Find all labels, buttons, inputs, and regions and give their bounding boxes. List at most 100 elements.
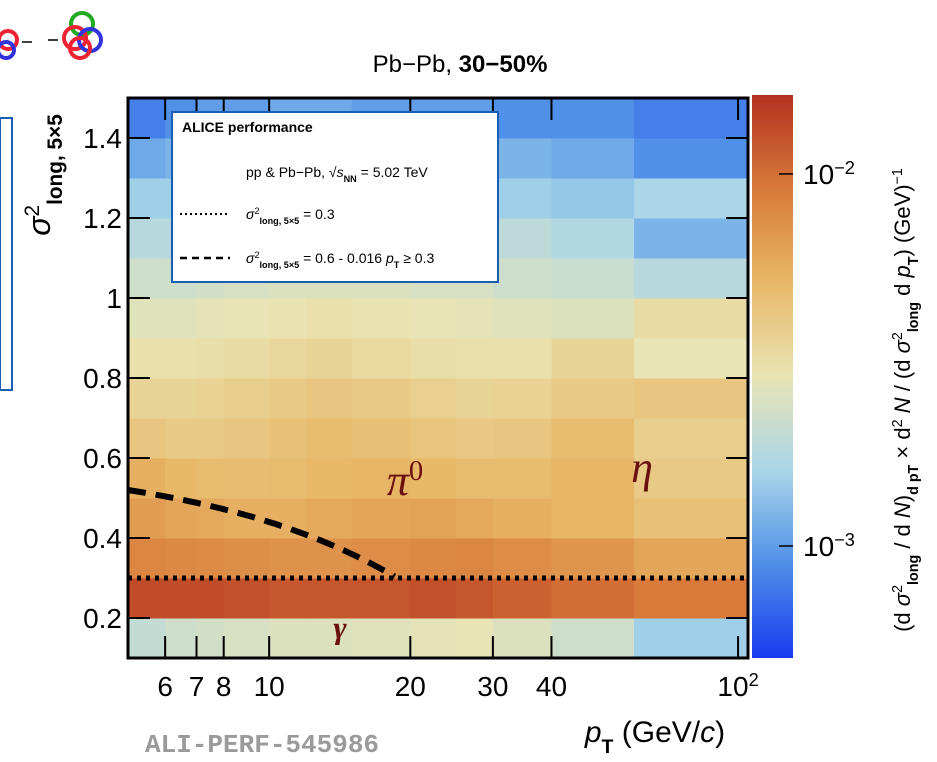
heatmap-cell bbox=[410, 618, 457, 659]
heatmap-cell bbox=[551, 298, 635, 339]
heatmap-cell bbox=[306, 418, 353, 459]
legend-entry-part: long, 5×5 bbox=[260, 216, 300, 226]
heatmap-cell bbox=[551, 98, 635, 139]
heatmap-cell bbox=[455, 498, 494, 539]
y-tick-label: 1.2 bbox=[83, 203, 122, 234]
heatmap-cell bbox=[269, 338, 307, 379]
x-axis-label-part: c bbox=[700, 716, 715, 749]
heatmap-cell bbox=[455, 578, 494, 619]
z-axis-label-part: σ bbox=[890, 339, 915, 353]
heatmap-cell bbox=[551, 178, 635, 219]
z-axis-label-part: −1 bbox=[890, 168, 906, 184]
heatmap-cell bbox=[634, 178, 749, 219]
colorbar bbox=[752, 95, 793, 658]
heatmap-cell bbox=[128, 218, 166, 259]
heatmap-cell bbox=[351, 458, 411, 499]
heatmap-cell bbox=[492, 298, 552, 339]
heatmap-cell bbox=[634, 538, 749, 579]
legend-system-part: = 5.02 TeV bbox=[357, 164, 429, 180]
heatmap-cell bbox=[551, 498, 635, 539]
heatmap-cell bbox=[165, 458, 198, 499]
x-axis-label-part: ) bbox=[715, 716, 725, 749]
heatmap-cell bbox=[551, 618, 635, 659]
legend-system-part: pp & Pb−Pb, bbox=[246, 164, 329, 180]
chart-title: Pb−Pb, 30−50% bbox=[373, 51, 548, 78]
heatmap-cell bbox=[634, 138, 749, 179]
heatmap-cell bbox=[455, 418, 494, 459]
annotation-part: η bbox=[631, 443, 653, 492]
y-tick-label: 0.2 bbox=[83, 603, 122, 634]
z-axis-label-part: ) bbox=[890, 495, 915, 502]
heatmap-cell bbox=[351, 538, 411, 579]
heatmap-cell bbox=[196, 418, 225, 459]
x-axis-label-part: (GeV/ bbox=[613, 716, 700, 749]
x-tick-label-base: 10 bbox=[717, 671, 748, 702]
z-axis-label-part: T bbox=[906, 256, 922, 265]
x-tick-label: 102 bbox=[717, 670, 758, 702]
heatmap-cell bbox=[196, 578, 225, 619]
heatmap-cell bbox=[165, 338, 198, 379]
heatmap-cell bbox=[492, 338, 552, 379]
heatmap-cell bbox=[128, 298, 166, 339]
z-tick-label-base: 10 bbox=[803, 159, 834, 190]
heatmap-cell bbox=[634, 578, 749, 619]
heatmap-cell bbox=[410, 418, 457, 459]
heatmap-cell bbox=[165, 418, 198, 459]
heatmap-cell bbox=[634, 258, 749, 299]
heatmap-cell bbox=[634, 98, 749, 139]
legend-entry-part: = 0.6 - 0.016 bbox=[299, 250, 386, 266]
annotation: π0 bbox=[387, 456, 423, 506]
legend-entry-part: = 0.3 bbox=[299, 206, 335, 222]
heatmap-cell bbox=[492, 138, 552, 179]
heatmap-cell bbox=[306, 378, 353, 419]
heatmap-cell bbox=[306, 498, 353, 539]
x-axis-label-part: T bbox=[602, 736, 614, 758]
cut-line-dashed bbox=[127, 487, 397, 580]
z-tick-label: 10−3 bbox=[803, 530, 855, 562]
heatmap-cell bbox=[492, 98, 552, 139]
legend-entry-part: σ bbox=[246, 206, 255, 222]
heatmap-cell bbox=[196, 298, 225, 339]
heatmap-cell bbox=[128, 178, 166, 219]
z-axis-label-part: N bbox=[890, 397, 915, 413]
heatmap-cell bbox=[269, 378, 307, 419]
heatmap-cell bbox=[551, 538, 635, 579]
heatmap-cell bbox=[165, 618, 198, 659]
heatmap-cell bbox=[306, 578, 353, 619]
heatmap-cell bbox=[492, 538, 552, 579]
heatmap-cell bbox=[455, 538, 494, 579]
legend-system-part: s bbox=[337, 164, 344, 180]
y-axis-label: σ2long, 5×5 bbox=[21, 114, 67, 236]
heatmap-cell bbox=[128, 538, 166, 579]
heatmap-cell bbox=[269, 538, 307, 579]
z-axis-label-part: p bbox=[890, 265, 915, 278]
heatmap-cell bbox=[165, 378, 198, 419]
heatmap-cell bbox=[492, 498, 552, 539]
chart-title-part: Pb−Pb, bbox=[373, 51, 459, 78]
z-axis-label-part: 2 bbox=[890, 332, 906, 340]
heatmap-cell bbox=[492, 178, 552, 219]
heatmap-cell bbox=[634, 618, 749, 659]
heatmap-cell bbox=[269, 618, 307, 659]
y-tick-label: 0.8 bbox=[83, 363, 122, 394]
z-axis-label-part: 2 bbox=[890, 419, 906, 427]
heatmap-cell bbox=[551, 218, 635, 259]
z-axis-label-part: / d bbox=[890, 518, 915, 555]
heatmap-cell bbox=[634, 298, 749, 339]
heatmap-cell bbox=[196, 458, 225, 499]
y-axis-label-part: long, 5×5 bbox=[44, 114, 67, 205]
z-axis-label-part: ) (GeV) bbox=[890, 184, 915, 256]
heatmap-cell bbox=[351, 298, 411, 339]
z-axis-label-part: d bbox=[890, 278, 915, 302]
heatmap-cell bbox=[351, 498, 411, 539]
heatmap-cell bbox=[306, 618, 353, 659]
heatmap-cell bbox=[551, 578, 635, 619]
legend-entry-part: 2 bbox=[254, 250, 259, 260]
heatmap-cell bbox=[410, 338, 457, 379]
z-axis-label-part: (d bbox=[890, 606, 915, 632]
heatmap-cell bbox=[410, 578, 457, 619]
heatmap-cell bbox=[196, 378, 225, 419]
legend-title: ALICE performance bbox=[182, 119, 313, 135]
heatmap-cell bbox=[351, 378, 411, 419]
